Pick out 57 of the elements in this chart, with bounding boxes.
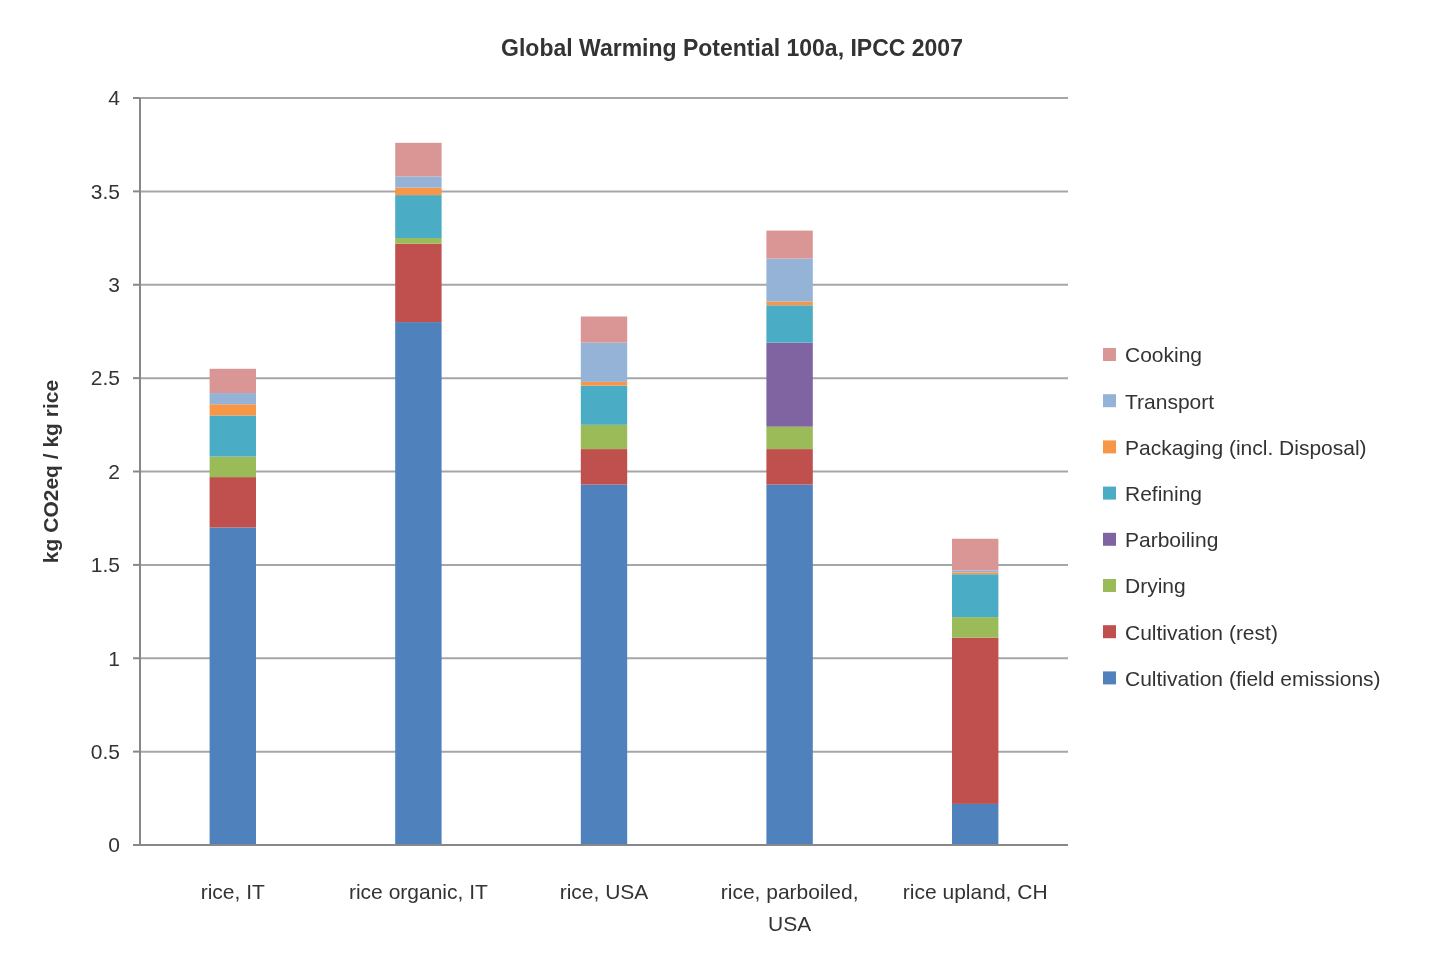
legend-label: Parboiling: [1125, 528, 1219, 552]
x-tick-label: rice, IT: [200, 880, 266, 904]
bar: [395, 176, 442, 188]
y-tick-label: 0: [108, 833, 120, 857]
x-tick-label: rice, parboiled, USA: [720, 880, 859, 935]
legend-label: Cultivation (rest): [1125, 620, 1278, 644]
bar: [952, 538, 999, 571]
bar: [395, 238, 442, 244]
y-tick-label: 3.5: [90, 179, 120, 203]
legend-label: Cooking: [1125, 343, 1203, 367]
bar: [952, 637, 999, 804]
y-axis-title: kg CO2eq / kg rice: [39, 379, 62, 564]
bar: [766, 342, 813, 427]
y-tick-label: 4: [108, 86, 121, 110]
x-tick-label: rice, USA: [559, 880, 649, 904]
y-tick-label: 3: [108, 273, 120, 297]
bar: [952, 803, 999, 845]
bar: [209, 415, 256, 457]
bar: [766, 305, 813, 343]
bar: [209, 368, 256, 394]
y-tick-label: 1: [108, 646, 120, 670]
bar: [952, 617, 999, 638]
bar: [766, 258, 813, 302]
bar: [766, 484, 813, 845]
bar: [580, 342, 628, 382]
legend-label: Transport: [1125, 389, 1215, 413]
bar: [580, 385, 628, 425]
bar: [580, 449, 628, 485]
bar: [395, 195, 442, 239]
bar: [580, 424, 628, 450]
bar: [766, 230, 813, 259]
legend-label: Packaging (incl. Disposal): [1125, 435, 1367, 459]
chart-title: Global Warming Potential 100a, IPCC 2007: [501, 35, 963, 61]
legend-label: Cultivation (field emissions): [1125, 666, 1381, 690]
y-tick-label: 0.5: [90, 739, 120, 763]
bar: [395, 322, 442, 845]
bar: [766, 426, 813, 450]
y-tick-label: 2.5: [90, 366, 120, 390]
legend-label: Drying: [1125, 574, 1186, 598]
x-tick-label: rice upland, CH: [902, 880, 1048, 904]
bar: [766, 449, 813, 485]
legend-label: Refining: [1125, 481, 1203, 505]
bar: [580, 484, 628, 845]
bar: [209, 527, 256, 845]
bar: [395, 243, 442, 323]
x-tick-label: rice organic, IT: [348, 880, 489, 904]
bar: [580, 316, 628, 343]
bar: [395, 187, 442, 196]
bar: [209, 393, 256, 405]
bar: [209, 456, 256, 478]
bar: [580, 381, 628, 386]
bar: [209, 404, 256, 416]
y-tick-label: 1.5: [90, 553, 120, 577]
bar: [209, 477, 256, 528]
bar: [952, 574, 999, 618]
bar: [395, 142, 442, 177]
y-tick-label: 2: [108, 459, 120, 483]
